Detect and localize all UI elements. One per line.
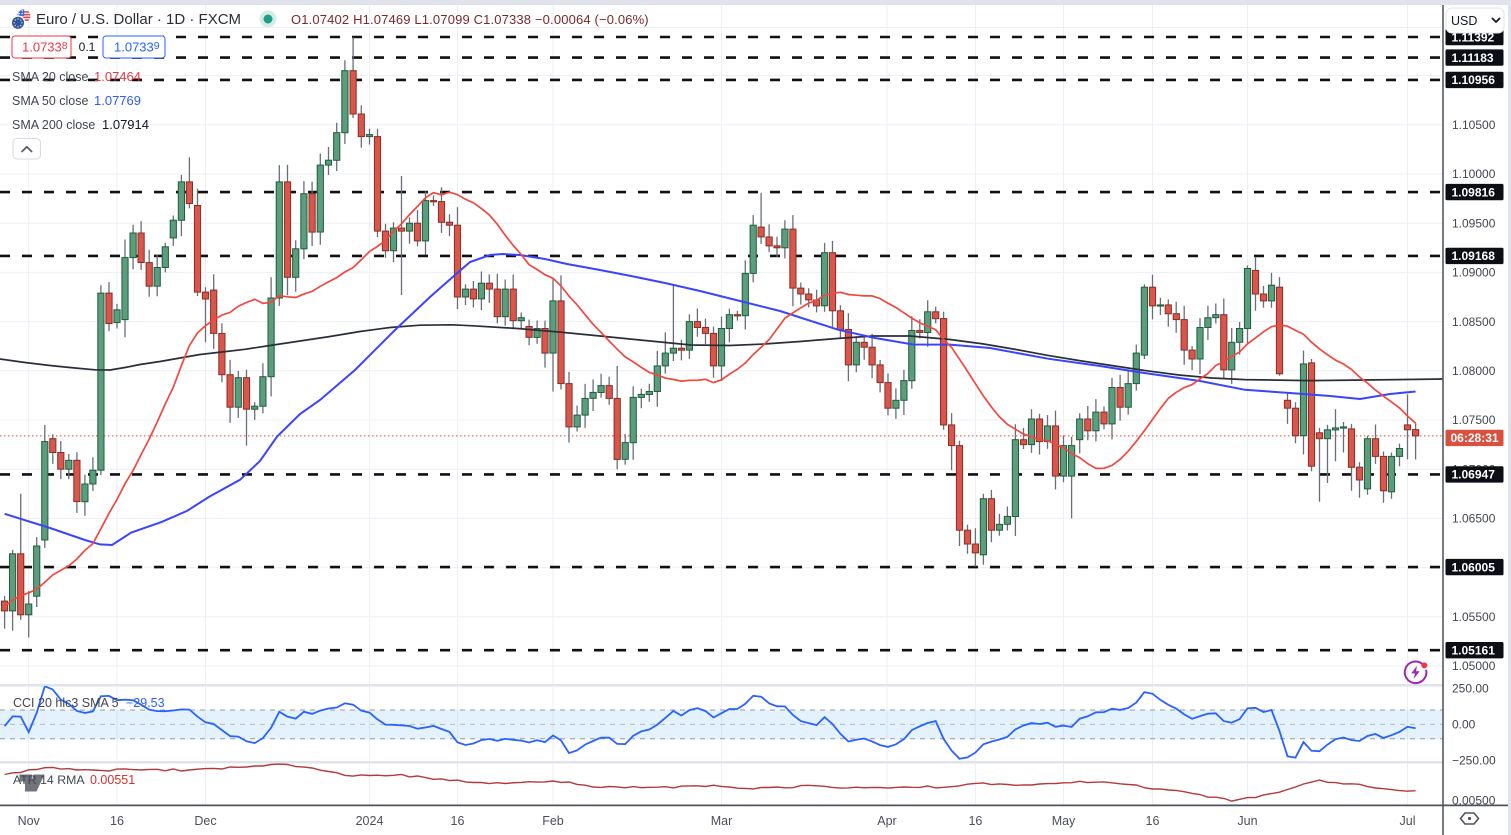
svg-text:1.07769: 1.07769 [94, 93, 141, 108]
svg-text:−250.00: −250.00 [1452, 754, 1496, 768]
svg-text:1.10956: 1.10956 [1452, 73, 1496, 87]
svg-text:SMA 200 close: SMA 200 close [12, 118, 95, 132]
svg-text:0.00500: 0.00500 [1452, 794, 1496, 808]
svg-text:1.07464: 1.07464 [94, 69, 141, 84]
svg-text:16: 16 [110, 814, 124, 828]
svg-text:Jul: Jul [1400, 814, 1416, 828]
svg-text:0.00: 0.00 [1452, 718, 1476, 732]
svg-text:0.00551: 0.00551 [90, 773, 135, 787]
svg-text:1.06947: 1.06947 [1452, 468, 1496, 482]
svg-text:16: 16 [451, 814, 465, 828]
svg-text:16: 16 [968, 814, 982, 828]
svg-text:1.11183: 1.11183 [1452, 51, 1494, 65]
svg-text:CCI 20 hlc3 SMA 5: CCI 20 hlc3 SMA 5 [13, 696, 119, 710]
svg-text:1.08000: 1.08000 [1452, 364, 1496, 378]
svg-text:0.1: 0.1 [79, 40, 96, 54]
svg-text:1.09500: 1.09500 [1452, 216, 1496, 230]
svg-text:May: May [1052, 814, 1076, 828]
svg-text:1.07914: 1.07914 [102, 117, 149, 132]
svg-text:Mar: Mar [711, 814, 733, 828]
svg-text:USD: USD [1451, 14, 1477, 28]
svg-text:1.09168: 1.09168 [1452, 249, 1496, 263]
svg-text:Euro / U.S. Dollar · 1D · FXCM: Euro / U.S. Dollar · 1D · FXCM [36, 11, 241, 28]
svg-text:1.05500: 1.05500 [1452, 610, 1496, 624]
svg-text:1.07339: 1.07339 [114, 40, 160, 55]
svg-text:1.08500: 1.08500 [1452, 315, 1496, 329]
svg-text:1.09000: 1.09000 [1452, 266, 1496, 280]
svg-text:1.05000: 1.05000 [1452, 659, 1496, 673]
svg-text:1.06500: 1.06500 [1452, 512, 1496, 526]
svg-text:1.09816: 1.09816 [1452, 185, 1496, 199]
svg-text:2024: 2024 [356, 814, 384, 828]
svg-text:1.07500: 1.07500 [1452, 413, 1496, 427]
svg-text:1.05161: 1.05161 [1452, 644, 1496, 658]
svg-text:1.10000: 1.10000 [1452, 167, 1496, 181]
svg-text:Feb: Feb [542, 814, 564, 828]
svg-text:06:28:31: 06:28:31 [1451, 431, 1499, 445]
svg-text:Jun: Jun [1237, 814, 1257, 828]
svg-text:250.00: 250.00 [1452, 682, 1489, 696]
svg-text:1.11392: 1.11392 [1452, 30, 1495, 44]
svg-text:Apr: Apr [877, 814, 896, 828]
svg-text:1.07338: 1.07338 [22, 40, 68, 55]
svg-text:SMA 20 close: SMA 20 close [12, 70, 88, 84]
svg-text:1.10500: 1.10500 [1452, 118, 1496, 132]
svg-text:Nov: Nov [18, 814, 41, 828]
svg-text:1.06005: 1.06005 [1452, 560, 1496, 574]
svg-text:Dec: Dec [194, 814, 216, 828]
svg-text:O1.07402 H1.07469 L1.07099 C1.: O1.07402 H1.07469 L1.07099 C1.07338 −0.0… [291, 12, 649, 27]
svg-text:SMA 50 close: SMA 50 close [12, 94, 88, 108]
svg-text:16: 16 [1146, 814, 1160, 828]
svg-text:−29.53: −29.53 [126, 696, 165, 710]
svg-text:ATR 14 RMA: ATR 14 RMA [13, 773, 85, 787]
